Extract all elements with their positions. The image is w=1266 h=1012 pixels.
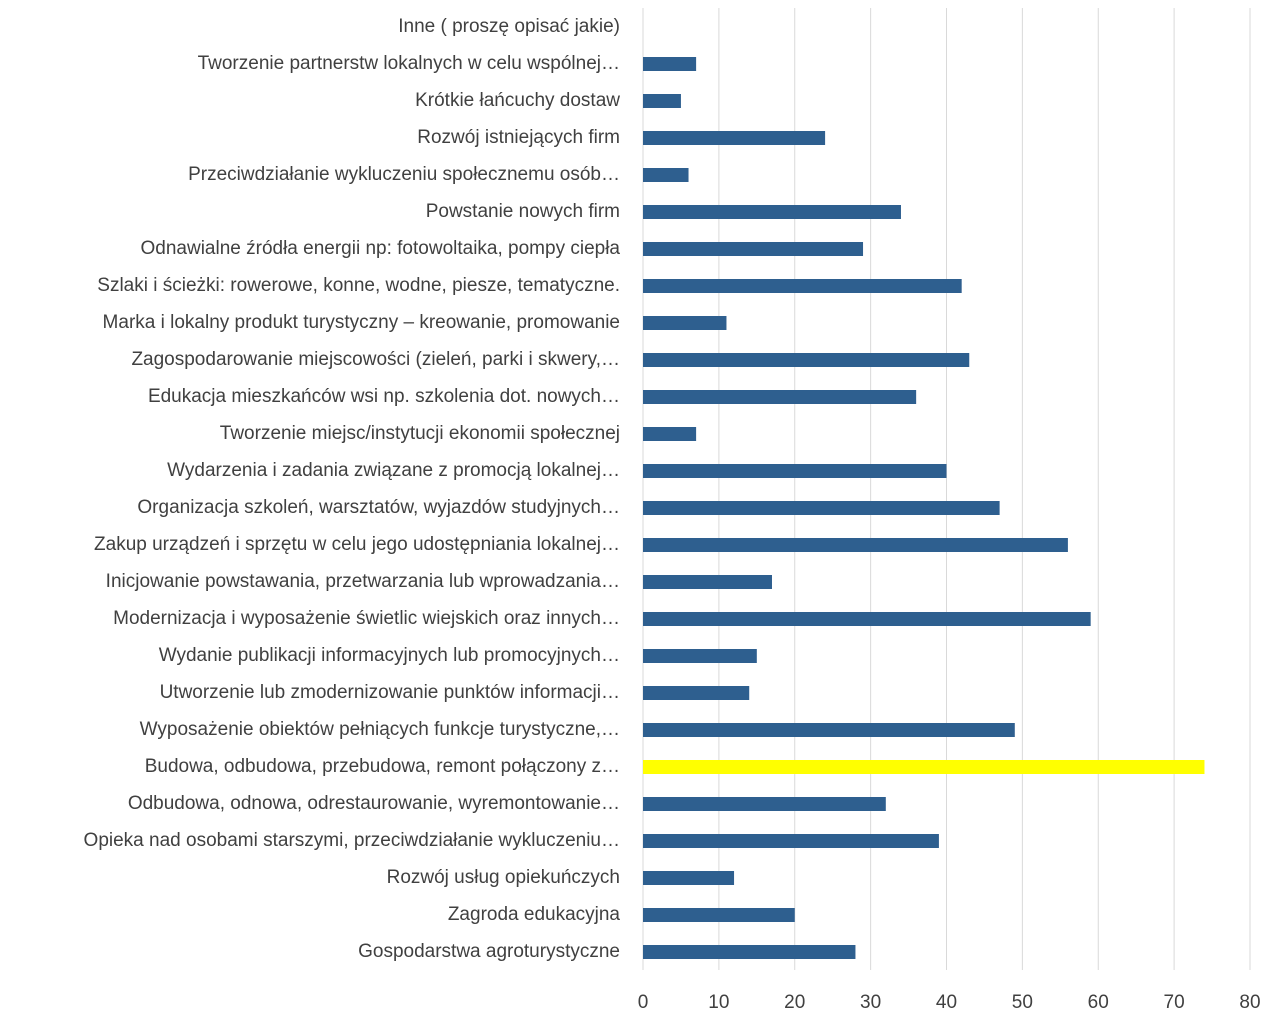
bar (643, 205, 901, 219)
x-tick-label: 70 (1164, 992, 1185, 1012)
y-tick-label: Rozwój usług opiekuńczych (387, 867, 620, 888)
y-tick-label: Odbudowa, odnowa, odrestaurowanie, wyrem… (128, 793, 620, 814)
bar (643, 760, 1205, 774)
y-tick-label: Przeciwdziałanie wykluczeniu społecznemu… (188, 164, 620, 185)
bar (643, 908, 795, 922)
bar (643, 390, 917, 404)
bar (643, 871, 735, 885)
y-tick-label: Rozwój istniejących firm (417, 127, 620, 148)
y-tick-label: Szlaki i ścieżki: rowerowe, konne, wodne… (97, 275, 620, 296)
bar (643, 168, 689, 182)
x-tick-label: 80 (1239, 992, 1260, 1012)
bar (643, 427, 697, 441)
bar (643, 501, 1000, 515)
x-tick-label: 0 (638, 992, 649, 1012)
bar (643, 797, 886, 811)
bar (643, 612, 1091, 626)
bar (643, 834, 939, 848)
bar (643, 131, 826, 145)
x-tick-label: 40 (936, 992, 957, 1012)
y-tick-label: Zagospodarowanie miejscowości (zieleń, p… (131, 349, 620, 370)
x-tick-label: 10 (708, 992, 729, 1012)
x-tick-label: 50 (1012, 992, 1033, 1012)
y-tick-label: Zagroda edukacyjna (448, 904, 621, 925)
y-tick-label: Inicjowanie powstawania, przetwarzania l… (106, 571, 620, 592)
bar (643, 945, 856, 959)
y-tick-label: Utworzenie lub zmodernizowanie punktów i… (160, 682, 620, 703)
bar (643, 649, 757, 663)
y-tick-label: Tworzenie partnerstw lokalnych w celu ws… (198, 53, 620, 74)
y-tick-label: Modernizacja i wyposażenie świetlic wiej… (113, 608, 620, 629)
bar (643, 94, 681, 108)
y-tick-label: Opieka nad osobami starszymi, przeciwdzi… (84, 830, 620, 851)
y-tick-label: Odnawialne źródła energii np: fotowoltai… (141, 238, 621, 259)
bar (643, 279, 962, 293)
y-tick-label: Inne ( proszę opisać jakie) (398, 16, 620, 37)
y-tick-label: Wyposażenie obiektów pełniących funkcje … (140, 719, 620, 740)
y-tick-label: Krótkie łańcuchy dostaw (415, 90, 620, 111)
bar (643, 723, 1015, 737)
bar (643, 464, 947, 478)
bar (643, 242, 864, 256)
y-tick-label: Powstanie nowych firm (426, 201, 620, 222)
x-tick-label: 30 (860, 992, 881, 1012)
bar (643, 353, 970, 367)
y-tick-label: Tworzenie miejsc/instytucji ekonomii spo… (220, 423, 620, 444)
y-tick-label: Zakup urządzeń i sprzętu w celu jego udo… (94, 534, 620, 555)
y-tick-label: Wydarzenia i zadania związane z promocją… (167, 460, 620, 481)
bar (643, 57, 697, 71)
x-tick-label: 60 (1088, 992, 1109, 1012)
x-tick-label: 20 (784, 992, 805, 1012)
y-tick-label: Gospodarstwa agroturystyczne (358, 941, 620, 962)
y-tick-label: Marka i lokalny produkt turystyczny – kr… (103, 312, 620, 333)
bar (643, 575, 772, 589)
bar (643, 316, 727, 330)
bar (643, 538, 1068, 552)
bar (643, 686, 750, 700)
y-tick-label: Budowa, odbudowa, przebudowa, remont poł… (145, 756, 620, 777)
y-tick-label: Edukacja mieszkańców wsi np. szkolenia d… (148, 386, 620, 407)
y-tick-label: Organizacja szkoleń, warsztatów, wyjazdó… (137, 497, 620, 518)
y-tick-label: Wydanie publikacji informacyjnych lub pr… (159, 645, 620, 666)
